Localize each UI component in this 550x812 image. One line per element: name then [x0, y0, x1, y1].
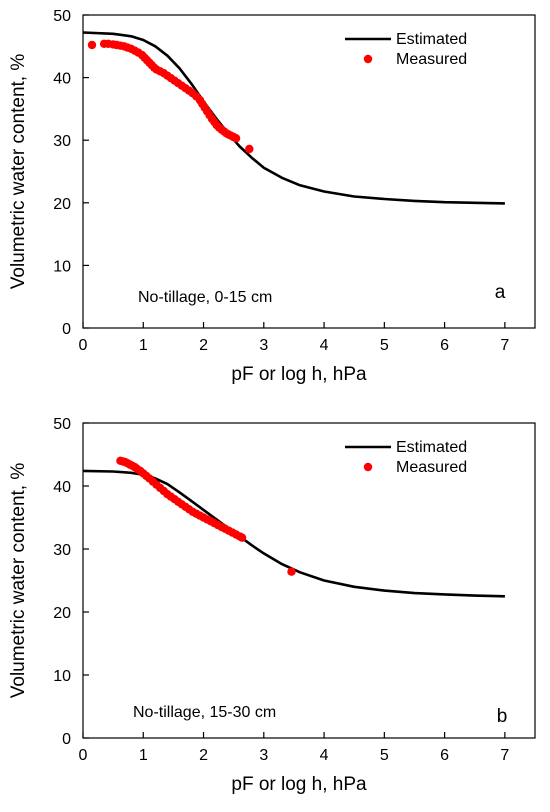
x-tick-label: 3	[259, 337, 268, 354]
data-point-measured	[237, 533, 247, 542]
legend-label-measured: Measured	[396, 51, 467, 68]
y-axis-title: Volumetric water content, %	[8, 463, 29, 699]
x-axis-title: pF or log h, hPa	[231, 774, 367, 795]
y-tick-label: 10	[53, 258, 71, 275]
x-tick-label: 0	[79, 337, 88, 354]
chart-panel-a: 0 1 2 3 4 5 6 7 0 10 20 30 40 50 pF or log h, hPa Volum…	[8, 8, 536, 385]
data-point-measured	[87, 40, 97, 50]
x-tick-label: 4	[320, 337, 329, 354]
plot-frame	[82, 422, 536, 739]
y-tick-label: 10	[53, 668, 71, 685]
y-axis-title: Volumetric water content, %	[8, 54, 29, 290]
chart-panel-b: 0 1 2 3 4 5 6 7 0 10 20 30 40 50 pF or log h, hPa Volum…	[8, 416, 536, 795]
panel-letter: a	[495, 282, 506, 303]
plot-frame	[82, 14, 536, 329]
panel-annotation: No-tillage, 0-15 cm	[138, 289, 272, 306]
x-tick-label: 0	[79, 747, 88, 764]
panel-annotation: No-tillage, 15-30 cm	[133, 704, 276, 721]
x-tick-label: 4	[320, 747, 329, 764]
x-tick-label: 6	[440, 337, 449, 354]
y-tick-label: 30	[53, 133, 71, 150]
x-tick-label: 6	[440, 747, 449, 764]
x-tick-label: 3	[259, 747, 268, 764]
series-line-estimated	[82, 469, 505, 598]
y-tick-label: 50	[53, 8, 71, 25]
y-tick-label: 40	[53, 71, 71, 88]
legend-swatch-measured	[363, 54, 373, 64]
x-tick-label: 7	[500, 747, 509, 764]
x-tick-label: 5	[380, 747, 389, 764]
y-tick-label: 0	[62, 321, 71, 338]
x-tick-label: 2	[199, 747, 208, 764]
x-axis-title: pF or log h, hPa	[231, 364, 367, 385]
data-point-measured	[245, 144, 254, 154]
y-tick-label: 30	[53, 542, 71, 559]
data-point-measured	[231, 134, 241, 143]
y-tick-label: 40	[53, 479, 71, 496]
x-tick-label: 5	[380, 337, 389, 354]
legend-label-estimated: Estimated	[396, 439, 467, 456]
legend-label-measured: Measured	[396, 459, 467, 476]
y-tick-label: 20	[53, 196, 71, 213]
series-line-estimated	[82, 31, 505, 205]
x-tick-label: 7	[500, 337, 509, 354]
y-tick-label: 20	[53, 605, 71, 622]
legend-swatch-measured	[363, 462, 373, 472]
legend-label-estimated: Estimated	[396, 31, 467, 48]
x-tick-label: 2	[199, 337, 208, 354]
x-tick-label: 1	[139, 337, 148, 354]
y-tick-label: 50	[53, 416, 71, 433]
x-tick-label: 1	[139, 747, 148, 764]
data-point-measured	[287, 567, 296, 576]
y-tick-label: 0	[62, 731, 71, 748]
panel-letter: b	[497, 706, 508, 727]
